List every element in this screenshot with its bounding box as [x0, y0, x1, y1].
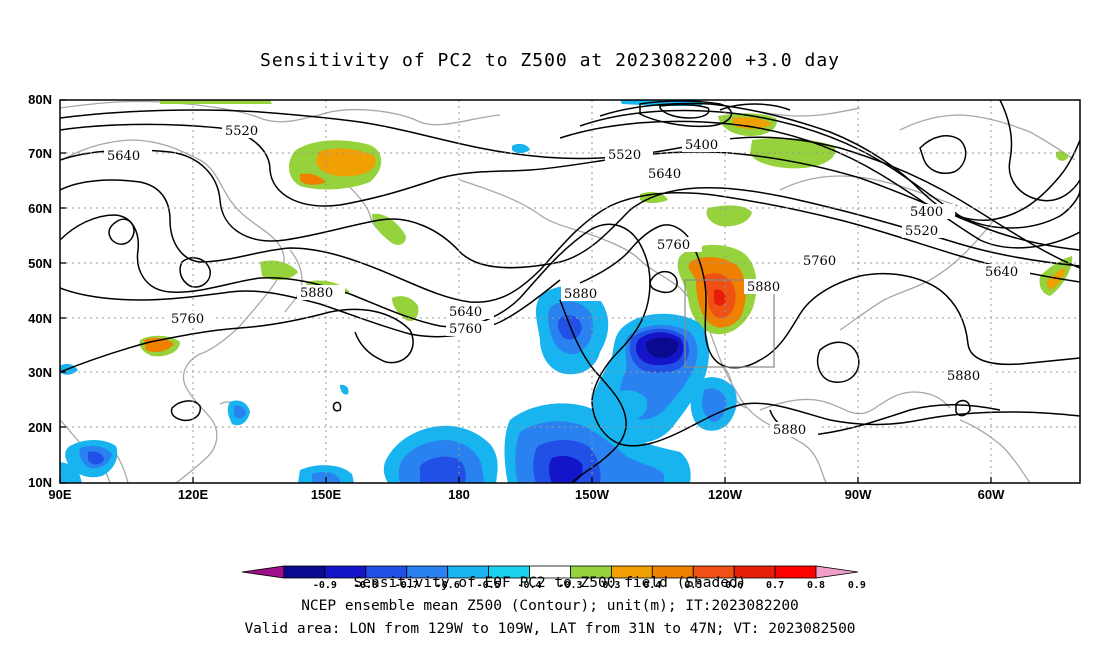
- colorbar-label: -0.4: [517, 580, 541, 591]
- colorbar-label: -0.9: [313, 580, 337, 591]
- contour-label: 5520: [225, 124, 258, 139]
- contour-label: 5760: [657, 238, 690, 253]
- colorbar-end-high: [815, 565, 859, 579]
- contour-label: 5880: [747, 280, 780, 295]
- colorbar-label: 0.7: [766, 580, 784, 591]
- colorbar-label: 0.3: [602, 580, 620, 591]
- contour-label: 5880: [947, 369, 980, 384]
- lat-tick-label: 70N: [28, 146, 52, 161]
- colorbar-label: 0.4: [643, 580, 661, 591]
- contour-label: 5400: [910, 205, 943, 220]
- colorbar-label: 0.8: [807, 580, 825, 591]
- contour-label: 5880: [773, 423, 806, 438]
- colorbar-label: 0.5: [684, 580, 702, 591]
- lat-tick-label: 20N: [28, 420, 52, 435]
- lon-tick-label: 180: [448, 487, 470, 502]
- contour-label: 5520: [905, 224, 938, 239]
- lat-tick-label: 50N: [28, 256, 52, 271]
- tick-marks: [59, 99, 992, 484]
- lon-tick-labels: 90E 120E 150E 180 150W 120W 90W 60W: [48, 487, 1005, 502]
- contour-label: 5520: [608, 148, 641, 163]
- lat-tick-label: 30N: [28, 365, 52, 380]
- lat-tick-labels: 10N 20N 30N 40N 50N 60N 70N 80N: [28, 92, 52, 490]
- valid-area-box: [684, 279, 775, 368]
- lon-tick-label: 90E: [48, 487, 71, 502]
- colorbar-label: -0.6: [436, 580, 460, 591]
- contour-label: 5640: [985, 265, 1018, 280]
- lon-tick-label: 120E: [178, 487, 209, 502]
- lon-tick-label: 120W: [708, 487, 743, 502]
- contour-label: 5640: [648, 167, 681, 182]
- lon-tick-label: 90W: [845, 487, 872, 502]
- contour-label: 5760: [803, 254, 836, 269]
- shading-negative: [60, 100, 737, 483]
- contour-label: 5880: [564, 287, 597, 302]
- caption-line-2: NCEP ensemble mean Z500 (Contour); unit(…: [301, 598, 799, 614]
- lat-tick-label: 40N: [28, 311, 52, 326]
- contour-label: 5400: [685, 138, 718, 153]
- colorbar-label: -0.8: [354, 580, 378, 591]
- colorbar-label: -0.7: [395, 580, 419, 591]
- colorbar-label: 0.6: [725, 580, 743, 591]
- colorbar-label: -0.3: [558, 580, 582, 591]
- contour-label: 5640: [449, 305, 482, 320]
- lat-tick-label: 60N: [28, 201, 52, 216]
- gridlines: [60, 100, 1080, 483]
- colorbar-label: 0.9: [848, 580, 866, 591]
- colorbar-label: -0.5: [477, 580, 501, 591]
- contour-label: 5880: [300, 286, 333, 301]
- contour-label: 5760: [171, 312, 204, 327]
- lat-tick-label: 80N: [28, 92, 52, 107]
- chart-title: Sensitivity of PC2 to Z500 at 2023082200…: [259, 50, 840, 71]
- plot-frame: [59, 99, 1081, 484]
- lon-tick-label: 150E: [311, 487, 342, 502]
- lon-tick-label: 150W: [575, 487, 610, 502]
- colorbar: -0.9 -0.8 -0.7 -0.6 -0.5 -0.4 -0.3 0.3 0.4 0.5 0.6…: [241, 565, 866, 591]
- lat-tick-label: 10N: [28, 475, 52, 490]
- contour-label: 5760: [449, 322, 482, 337]
- lon-tick-label: 60W: [978, 487, 1005, 502]
- contour-labels: 5520 5640 5400 5520 5640 5400 5520 5760 …: [104, 123, 1030, 438]
- caption-line-1: Sensitivity of EOF PC2 to Z500 field (Sh…: [353, 575, 747, 591]
- caption-line-3: Valid area: LON from 129W to 109W, LAT f…: [244, 621, 856, 637]
- contour-label: 5640: [107, 149, 140, 164]
